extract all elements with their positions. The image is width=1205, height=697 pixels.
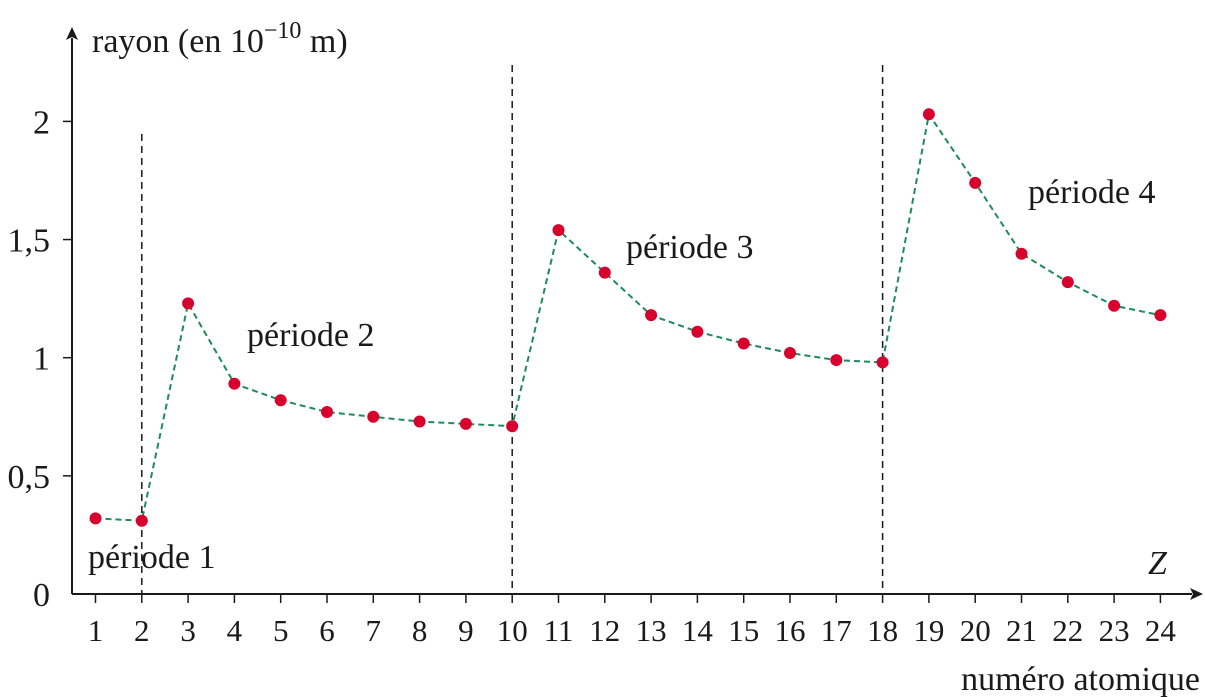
x-tick-label: 21 [1006,613,1037,648]
x-tick-label: 3 [180,613,196,648]
x-axis-arrow [1190,588,1203,600]
data-point [876,356,889,369]
x-tick-label: 24 [1145,613,1177,648]
x-tick-label: 13 [636,613,667,648]
x-tick-label: 15 [728,613,759,648]
data-point [830,354,843,367]
x-tick-label: 19 [913,613,944,648]
x-axis-symbol: Z [1148,545,1168,582]
period-label-1: période 1 [88,539,215,576]
period-boundaries [141,65,884,594]
data-point [321,406,333,419]
x-tick-label: 14 [682,613,714,648]
data-point [274,394,287,407]
data-point [506,420,519,433]
data-point [89,512,102,525]
data-point [645,309,658,322]
x-tick-label: 6 [319,613,335,648]
axes: 1 2 3 4 5 6 7 8 9 10 11 12 13 14 15 16 17 18 19 20 21 22 23 240… [8,27,1203,648]
data-point [922,108,935,121]
x-tick-label: 9 [458,613,474,648]
x-tick-label: 5 [273,613,289,648]
x-tick-label: 20 [960,613,991,648]
data-point [737,337,750,350]
x-tick-label: 1 [88,613,104,648]
y-tick-label: 2 [33,104,50,141]
series-line [95,111,1161,522]
data-point [228,377,241,390]
data-point [1015,247,1028,260]
data-point [552,224,565,237]
data-point [413,415,426,428]
data-point [1108,299,1121,312]
x-tick-label: 22 [1052,613,1083,648]
y-tick-label: 0,5 [8,459,51,496]
period-label-2: période 2 [247,317,374,354]
x-tick-label: 23 [1099,613,1130,648]
x-tick-label: 10 [497,613,528,648]
data-point [598,266,611,279]
x-axis-title: numéro atomique [961,661,1200,697]
x-tick-label: 7 [366,613,382,648]
data-point [1061,276,1074,289]
x-tick-label: 8 [412,613,428,648]
x-tick-label: 17 [821,613,852,648]
x-tick-label: 4 [227,613,243,648]
x-tick-label: 2 [134,613,150,648]
x-tick-label: 16 [775,613,806,648]
data-point [182,297,195,310]
period-label-3: période 3 [626,229,753,266]
data-point [459,417,472,430]
data-point [691,325,704,338]
data-point [784,346,796,359]
data-point [367,410,380,423]
x-tick-label: 11 [544,613,574,648]
data-point [135,514,148,527]
labels: rayon (en 10−10 m) Z numéro atomique pér… [88,18,1200,697]
data-point [969,176,982,189]
y-axis-arrow [66,27,78,40]
y-tick-label: 0 [33,577,50,614]
y-axis-title: rayon (en 10−10 m) [92,18,348,60]
period-label-4: période 4 [1028,174,1155,211]
y-tick-label: 1,5 [8,223,51,260]
series-radius [89,108,1167,527]
x-tick-label: 18 [867,613,898,648]
data-point [1154,309,1167,322]
x-tick-label: 12 [589,613,620,648]
y-tick-label: 1 [33,341,50,378]
